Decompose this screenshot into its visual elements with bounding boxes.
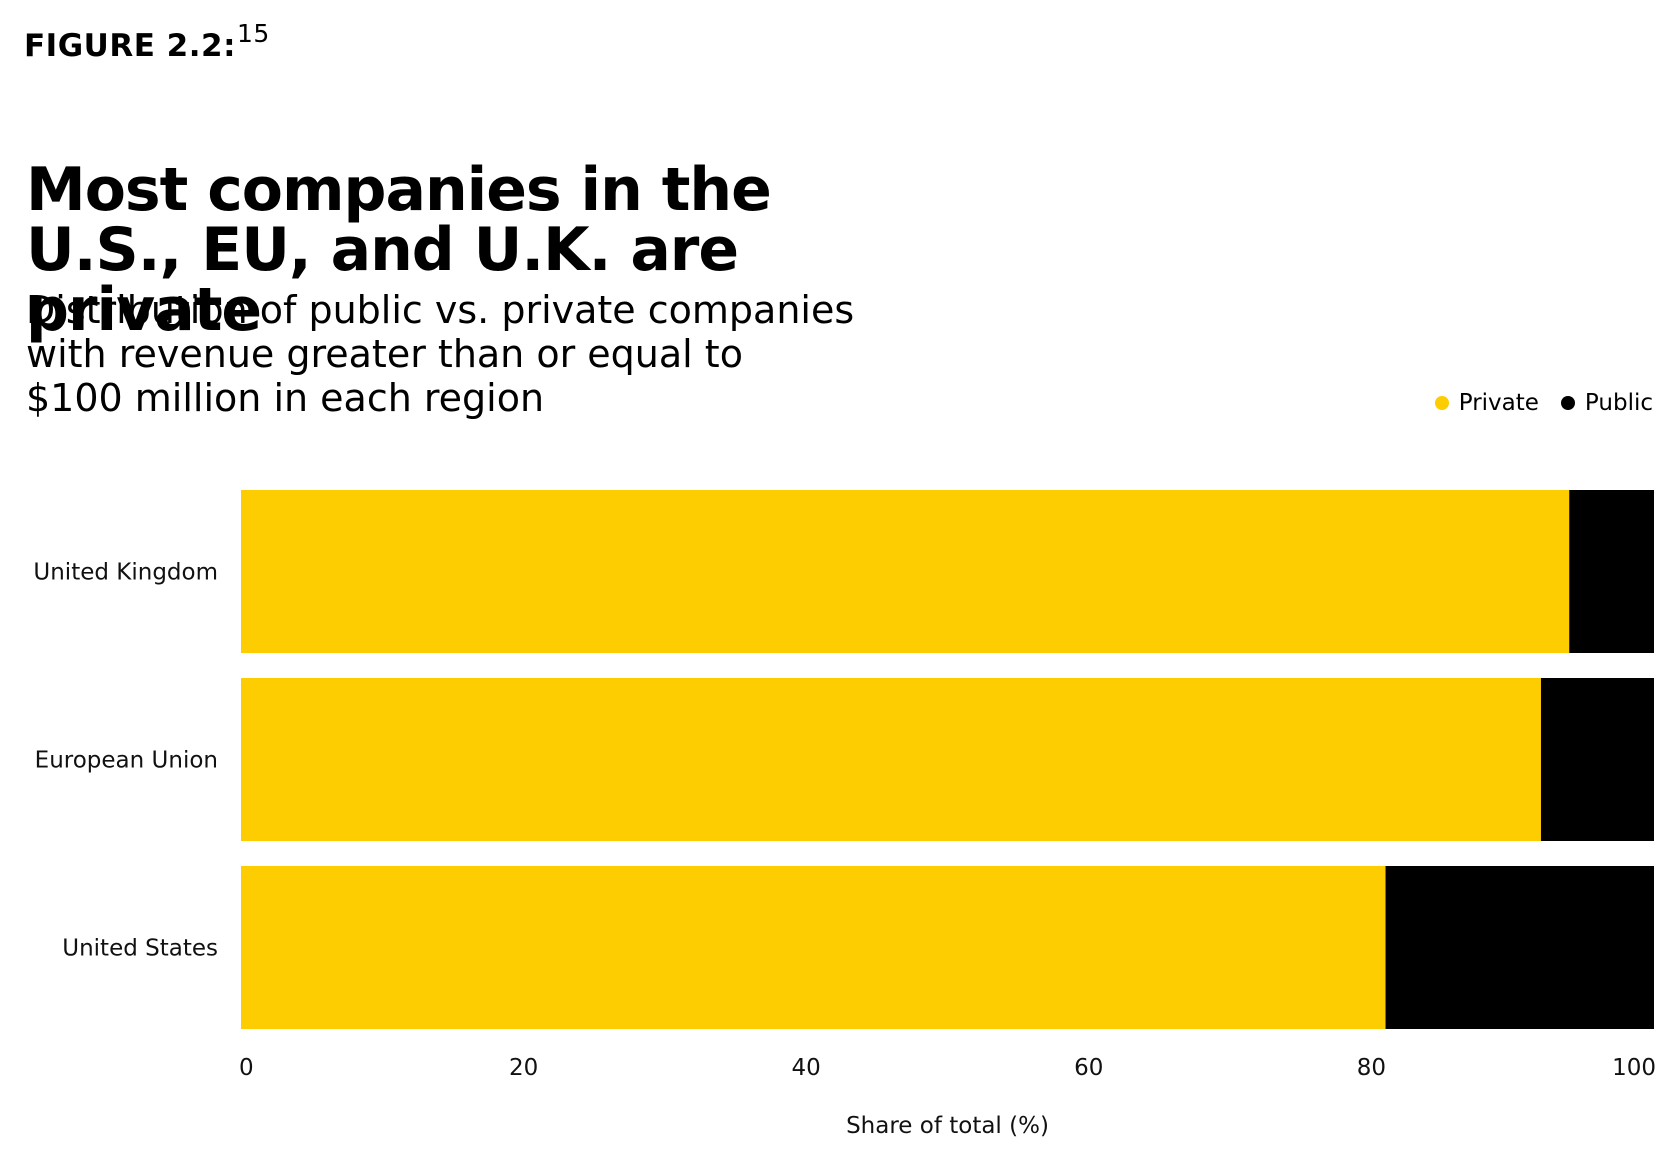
legend-item-public: Public bbox=[1560, 390, 1653, 416]
x-tick-label-100: 100 bbox=[1612, 1055, 1656, 1081]
category-label-united-states: United States bbox=[62, 936, 218, 962]
x-tick-label-60: 60 bbox=[1074, 1055, 1103, 1081]
category-label-european-union: European Union bbox=[35, 748, 218, 774]
legend-label-private: Private bbox=[1458, 390, 1539, 416]
bar-public-united-states bbox=[1385, 866, 1654, 1029]
x-tick-label-40: 40 bbox=[792, 1055, 821, 1081]
figure-label: FIGURE 2.2:15 bbox=[24, 19, 270, 64]
legend-label-public: Public bbox=[1584, 390, 1653, 416]
bar-private-european-union bbox=[241, 678, 1541, 841]
bar-private-united-kingdom bbox=[241, 490, 1570, 653]
bar-private-united-states bbox=[241, 866, 1386, 1029]
x-tick-label-80: 80 bbox=[1357, 1055, 1386, 1081]
x-tick-label-20: 20 bbox=[509, 1055, 538, 1081]
bar-public-united-kingdom bbox=[1569, 490, 1654, 653]
legend-swatch-public bbox=[1560, 396, 1575, 410]
legend-item-private: Private bbox=[1434, 390, 1539, 416]
chart-subtitle: Distribution of public vs. private compa… bbox=[26, 288, 855, 420]
figure-suffix: : bbox=[223, 28, 236, 64]
x-tick-label-0: 0 bbox=[239, 1055, 254, 1081]
category-label-united-kingdom: United Kingdom bbox=[33, 560, 218, 586]
legend-swatch-private bbox=[1434, 396, 1449, 410]
x-axis-label: Share of total (%) bbox=[846, 1113, 1049, 1139]
footnote-reference[interactable]: 15 bbox=[237, 19, 270, 48]
bar-public-european-union bbox=[1540, 678, 1654, 841]
chart-title: Most companies in the U.S., EU, and U.K.… bbox=[26, 155, 772, 345]
figure-number: FIGURE 2.2 bbox=[24, 28, 224, 64]
chart-legend: Private Public bbox=[1434, 390, 1653, 416]
